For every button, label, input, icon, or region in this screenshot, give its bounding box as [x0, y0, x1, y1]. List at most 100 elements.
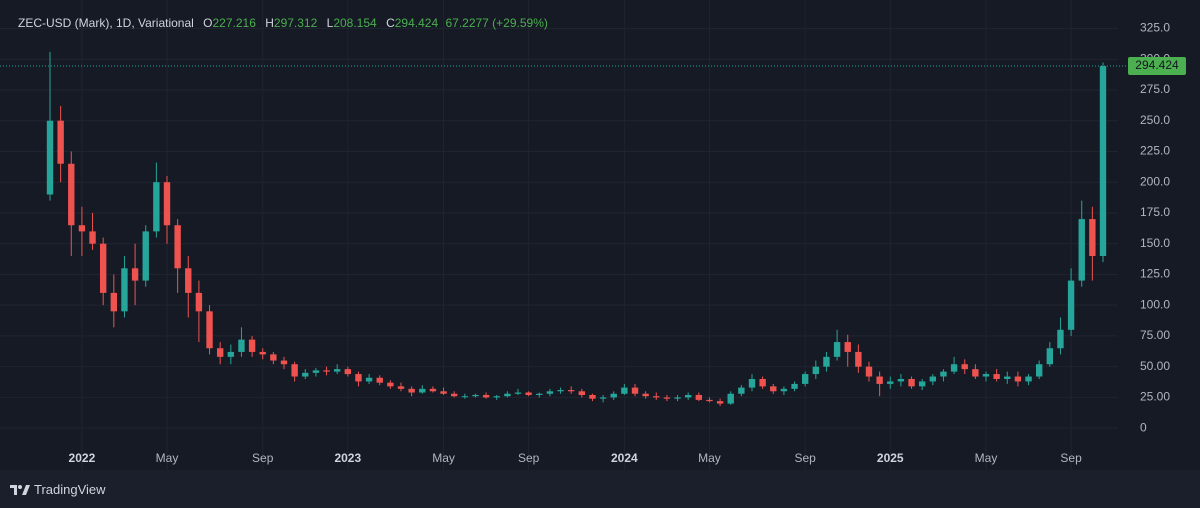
candle-body	[312, 370, 320, 373]
legend-value: 227.216	[212, 16, 256, 30]
candle-body	[642, 393, 649, 397]
candle-body	[408, 388, 415, 393]
candle-body	[525, 392, 532, 395]
candle-body	[99, 243, 107, 293]
x-tick-label: Sep	[795, 451, 817, 465]
candle-body	[1025, 376, 1032, 382]
x-tick-label: 2024	[611, 451, 638, 465]
candle-body	[599, 397, 607, 399]
legend-value: 297.312	[273, 16, 318, 30]
candle-body	[365, 377, 373, 382]
x-tick-label: May	[698, 451, 721, 465]
candle-body	[291, 364, 298, 377]
candle-body	[259, 351, 266, 355]
candle-body	[631, 387, 639, 394]
candle-body	[897, 378, 905, 382]
candle-body	[248, 339, 256, 352]
candle-body	[78, 225, 86, 232]
candle-body	[918, 381, 926, 387]
legend-value: 294.424	[394, 16, 439, 30]
candle-body	[1089, 219, 1096, 256]
candle-body	[929, 376, 937, 382]
candle-body	[68, 163, 75, 226]
candle-body	[440, 391, 447, 394]
candle-body	[961, 364, 968, 370]
candle-body	[982, 374, 990, 377]
candle-body	[536, 393, 543, 395]
branding[interactable]: TradingView	[10, 482, 106, 497]
candle-body	[716, 401, 724, 404]
y-tick-label: 150.0	[1140, 236, 1170, 250]
candle-body	[174, 225, 181, 269]
legend-label: C	[386, 16, 395, 30]
candle-body	[185, 268, 192, 293]
candle-body	[589, 394, 596, 399]
last-price-label: 294.424	[1135, 58, 1179, 72]
candle-body	[57, 120, 64, 164]
candle-body	[993, 374, 1000, 379]
x-tick-label: 2023	[334, 451, 361, 465]
candle-body	[748, 378, 756, 388]
y-tick-label: 325.0	[1140, 21, 1170, 35]
candle-body	[759, 378, 766, 387]
candle-body	[131, 268, 139, 281]
logo	[10, 484, 30, 495]
candle-body	[791, 383, 798, 389]
candle-body	[376, 377, 383, 383]
candle-body	[695, 394, 703, 400]
candle-body	[206, 311, 213, 349]
y-tick-label: 175.0	[1140, 205, 1170, 219]
candle-body	[801, 374, 809, 384]
candle-body	[770, 386, 777, 392]
x-tick-label: 2022	[69, 451, 96, 465]
candle-body	[429, 388, 437, 392]
candle-body	[684, 394, 692, 398]
y-tick-label: 75.00	[1140, 328, 1170, 342]
legend-label: L	[326, 16, 334, 30]
candle-body	[344, 369, 352, 375]
candle-body	[302, 372, 309, 377]
candle-body	[610, 393, 617, 398]
y-tick-label: 50.00	[1140, 359, 1170, 373]
candle-body	[908, 378, 915, 387]
candle-body	[227, 351, 235, 357]
candle-body	[355, 374, 362, 382]
candle-body	[89, 231, 96, 244]
candle-body	[163, 182, 171, 226]
legend-label: O	[203, 16, 213, 30]
candle-body	[333, 369, 341, 372]
candle-body	[1099, 66, 1107, 256]
last-price-box	[1128, 57, 1186, 76]
candle-body	[940, 371, 947, 377]
candle-body	[844, 342, 851, 352]
candle-body	[887, 381, 894, 384]
candle-body	[323, 370, 330, 372]
change: 67.2277 (+29.59%)	[445, 16, 548, 30]
footer-band	[0, 470, 1200, 508]
candle-body	[280, 360, 288, 365]
y-tick-label: 100.0	[1140, 297, 1170, 311]
candle-body	[504, 393, 511, 397]
candle-body	[950, 364, 958, 372]
candle-body	[738, 387, 745, 394]
candle-body	[653, 396, 660, 398]
candle-body	[663, 397, 671, 399]
candle-body	[727, 393, 734, 404]
candle-body	[578, 391, 586, 395]
candle-body	[557, 390, 564, 392]
x-tick-label: May	[975, 451, 998, 465]
header: ZEC-USD (Mark), 1D, Variational O227.216…	[18, 16, 548, 30]
candle-body	[621, 387, 628, 394]
candle-body	[419, 388, 426, 393]
candle-body	[780, 388, 788, 392]
candle-body	[142, 231, 149, 281]
candle-body	[706, 399, 713, 402]
x-tick-label: May	[156, 451, 179, 465]
candle-body	[397, 386, 405, 389]
candle-body	[450, 393, 458, 397]
y-tick-label: 200.0	[1140, 174, 1170, 188]
candle-body	[195, 292, 203, 312]
candle-body	[546, 391, 554, 394]
